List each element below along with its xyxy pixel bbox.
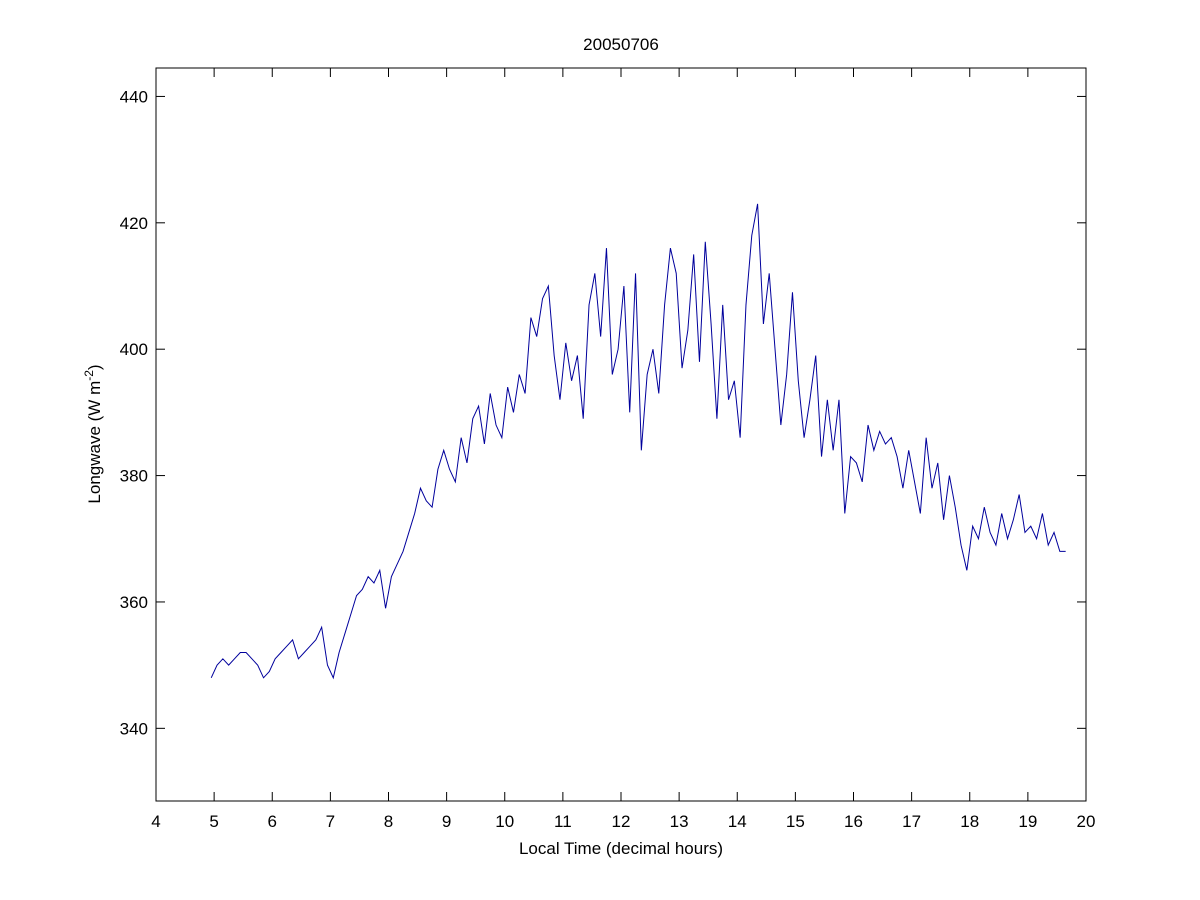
y-label-sup: -2 (82, 370, 96, 381)
data-line (210, 203, 1066, 680)
x-tick-label: 14 (728, 812, 747, 831)
x-tick-label: 10 (495, 812, 514, 831)
x-tick-label: 4 (151, 812, 160, 831)
y-tick-label: 340 (120, 719, 148, 738)
x-tick-label: 19 (1018, 812, 1037, 831)
x-tick-label: 11 (554, 812, 572, 831)
x-tick-label: 7 (326, 812, 335, 831)
x-tick-label: 18 (960, 812, 979, 831)
x-tick-label: 9 (442, 812, 451, 831)
y-axis-label: Longwave (W m-2) (82, 364, 104, 503)
y-label-part: ) (85, 364, 104, 370)
x-tick-label: 12 (612, 812, 631, 831)
y-tick-label: 400 (120, 340, 148, 359)
y-tick-label: 360 (120, 593, 148, 612)
y-tick-label: 380 (120, 467, 148, 486)
x-tick-label: 6 (268, 812, 277, 831)
x-axis-label: Local Time (decimal hours) (519, 839, 723, 858)
y-tick-label: 440 (120, 87, 148, 106)
x-tick-label: 16 (844, 812, 863, 831)
x-tick-label: 5 (209, 812, 218, 831)
plot-frame (155, 67, 1087, 802)
y-tick-label: 420 (120, 214, 148, 233)
x-tick-label: 8 (384, 812, 393, 831)
x-tick-label: 17 (902, 812, 921, 831)
x-tick-label: 15 (786, 812, 805, 831)
x-tick-label: 13 (670, 812, 689, 831)
y-label-part: Longwave (W m (85, 381, 104, 504)
chart-title: 20050706 (583, 35, 659, 54)
x-tick-label: 20 (1077, 812, 1096, 831)
